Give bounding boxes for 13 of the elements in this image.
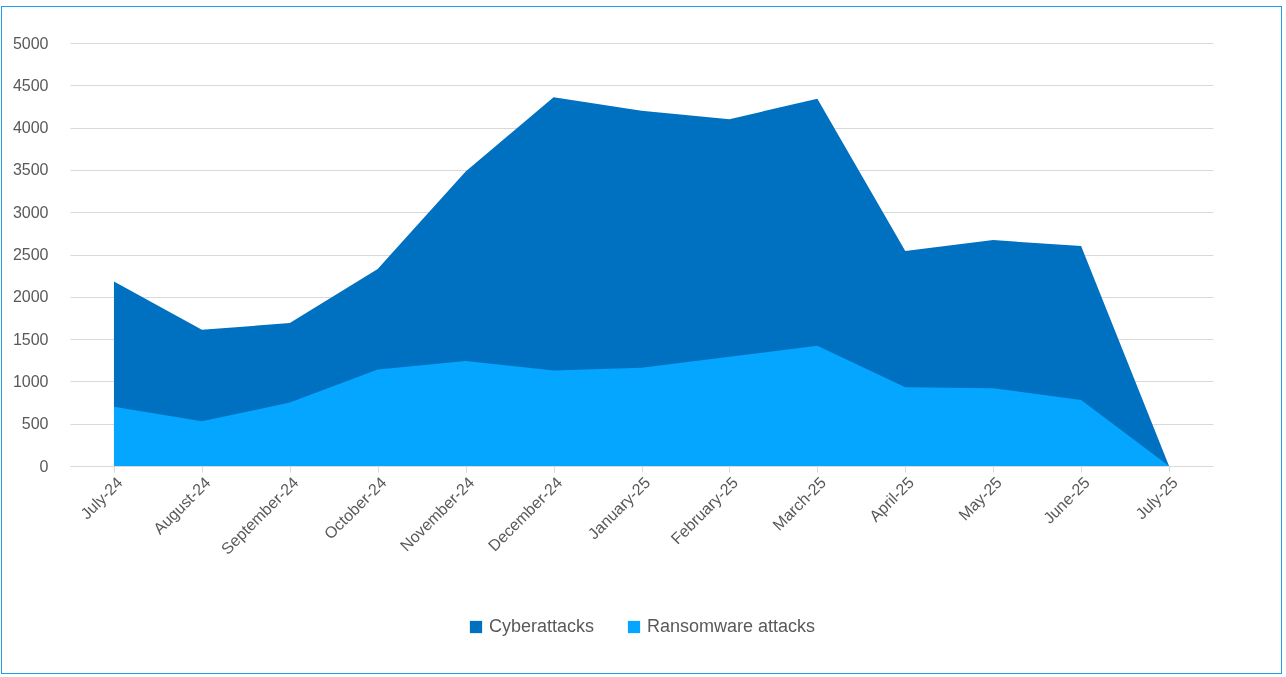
y-tick-label: 2000 [12, 288, 49, 306]
y-tick-label: 4500 [12, 76, 49, 94]
y-tick-label: 1500 [12, 330, 49, 348]
legend-label: Ransomware attacks [647, 616, 816, 636]
y-tick-label: 0 [39, 457, 49, 475]
y-tick-label: 500 [21, 415, 49, 433]
y-tick-label: 3500 [12, 161, 49, 179]
legend-label: Cyberattacks [489, 616, 595, 636]
y-tick-label: 2500 [12, 246, 49, 263]
y-tick-label: 3000 [12, 203, 49, 221]
y-tick-label: 4000 [12, 119, 49, 137]
y-tick-label: 5000 [12, 34, 49, 52]
y-tick-label: 1000 [12, 372, 49, 390]
